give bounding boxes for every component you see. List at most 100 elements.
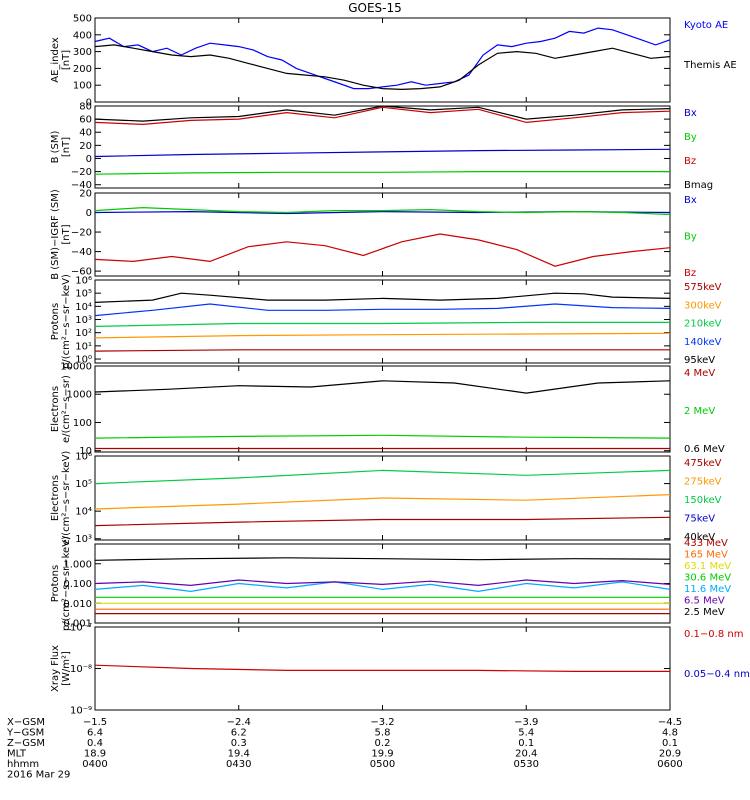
legend-entry: Themis AE <box>683 60 737 71</box>
ephemeris-value: −2.4 <box>227 717 251 728</box>
y-axis-label: [nT] <box>61 50 72 70</box>
panel-frame <box>94 17 671 103</box>
panel-1: 0 100 200 300 400 500 AE_index [nT] Kyoto AE Them… <box>50 14 737 109</box>
y-axis-label: Protons <box>50 303 61 340</box>
y-axis-label: Electrons <box>50 386 61 432</box>
y-tick-label: 10² <box>75 328 92 339</box>
y-tick-label: 10⁵ <box>75 479 92 490</box>
y-tick-label: 10⁵ <box>75 289 92 300</box>
y-axis-label: p/(cm²−s−sr−keV) <box>61 536 72 631</box>
series-line-300keV <box>94 332 671 339</box>
series-line-Bx <box>94 148 671 158</box>
y-tick-label: 10⁶ <box>75 276 92 287</box>
ephemeris-value: 6.2 <box>231 728 247 739</box>
y-tick-label: 10000 <box>60 362 92 373</box>
y-tick-label: 10³ <box>75 534 92 545</box>
series-line-6-5-MeV <box>94 579 671 587</box>
series-line-210keV <box>94 321 670 327</box>
ephemeris-row-label: hhmm <box>7 759 39 770</box>
ephemeris-value: 20.4 <box>515 749 537 760</box>
legend-entry: Bmag <box>684 180 713 191</box>
ephemeris-value: 19.4 <box>228 749 250 760</box>
legend-entry: 140keV <box>684 337 722 348</box>
y-axis-label: Electrons <box>50 475 61 521</box>
y-tick-label: 0.001 <box>63 619 92 630</box>
ephemeris-value: 19.9 <box>371 749 393 760</box>
legend-entry: 150keV <box>684 495 722 506</box>
legend-entry: By <box>684 232 697 243</box>
legend-entry: 75keV <box>684 514 715 525</box>
ephemeris-value: 20.9 <box>659 749 681 760</box>
ephemeris-value: −1.5 <box>83 717 107 728</box>
y-tick-label: 40 <box>79 128 92 139</box>
ephemeris-value: 5.8 <box>375 728 391 739</box>
legend-entry: 6.5 MeV <box>684 596 725 607</box>
y-tick-label: 0 <box>86 98 92 109</box>
series-line-140keV <box>94 303 671 317</box>
y-axis-label: AE_index <box>50 37 61 83</box>
y-tick-label: 1.000 <box>63 559 92 570</box>
y-axis-label: [nT] <box>61 137 72 157</box>
series-line-Bmag <box>94 105 671 122</box>
y-tick-label: 400 <box>73 30 92 41</box>
y-tick-label: 300 <box>73 47 92 58</box>
y-tick-label: 10⁻⁷ <box>70 623 92 634</box>
panel-2: −40 −20 0 20 40 60 80 B (SM) [nT] Bx By Bz Bmag <box>50 102 713 192</box>
y-axis-label: e/(cm²−s−sr−keV) <box>61 451 72 546</box>
y-tick-label: −40 <box>71 180 92 191</box>
series-line-575keV <box>94 349 670 352</box>
legend-entry: Bz <box>684 268 696 279</box>
series-line-2-5-MeV <box>94 557 671 561</box>
legend-entry: Bx <box>684 108 697 119</box>
y-tick-label: −20 <box>71 167 92 178</box>
ephemeris-value: 0600 <box>657 759 682 770</box>
y-tick-label: 10⁶ <box>75 452 92 463</box>
ephemeris-value: 0.3 <box>231 738 247 749</box>
series-line-By <box>94 206 671 216</box>
ephemeris-value: −3.9 <box>514 717 538 728</box>
ephemeris-row-label: X−GSM <box>7 717 45 728</box>
y-axis-label: B (SM) <box>50 130 61 163</box>
series-line-0-6-MeV <box>94 380 671 394</box>
y-tick-label: 0 <box>86 154 92 165</box>
date-label: 2016 Mar 29 <box>7 770 70 781</box>
panel-4: 10⁰ 10¹ 10² 10³ 10⁴ 10⁵ 10⁶ Protons p/(cm²−s−sr−… <box>50 274 722 369</box>
y-tick-label: 10 <box>79 446 92 457</box>
y-tick-label: 0.010 <box>63 599 92 610</box>
series-line-150keV <box>94 469 671 485</box>
legend-entry: 11.6 MeV <box>684 584 731 595</box>
ephemeris-value: 4.8 <box>662 728 678 739</box>
series-line-275keV <box>94 494 671 510</box>
legend-entry: 4 MeV <box>684 368 715 379</box>
legend-entry: 30.6 MeV <box>684 573 731 584</box>
panel-8: 10⁻⁹ 10⁻⁸ 10⁻⁷ Xray Flux [W/m²] 0.1−0.8 nm 0.0… <box>50 623 750 717</box>
ephemeris-value: 0.2 <box>375 738 391 749</box>
legend-entry: 63.1 MeV <box>684 561 731 572</box>
series-line-Kyoto-AE <box>94 27 671 90</box>
legend-entry: 95keV <box>684 355 715 366</box>
ephemeris-row-label: MLT <box>7 749 27 760</box>
y-tick-label: −20 <box>71 228 92 239</box>
y-tick-label: 0 <box>86 208 92 219</box>
y-tick-label: 10⁰ <box>75 355 92 366</box>
legend-entry: 165 MeV <box>684 550 728 561</box>
ephemeris-value: 0.1 <box>662 738 678 749</box>
y-tick-label: 0.100 <box>63 579 92 590</box>
series-line-95keV <box>94 292 671 303</box>
legend-entry: By <box>684 132 697 143</box>
legend-entry: 475keV <box>684 458 722 469</box>
legend-entry: 0.6 MeV <box>684 444 725 455</box>
ephemeris-row-label: Y−GSM <box>6 728 44 739</box>
legend-entry: 300keV <box>684 300 722 311</box>
y-tick-label: 100 <box>73 81 92 92</box>
series-line-Bz <box>94 233 671 267</box>
legend-entry: 0.05−0.4 nm <box>684 669 750 680</box>
y-tick-label: −60 <box>71 267 92 278</box>
ephemeris-value: 0.1 <box>518 738 534 749</box>
ephemeris-row-label: Z−GSM <box>7 738 45 749</box>
y-axis-label: [W/m²] <box>61 651 72 686</box>
y-axis-label: [nT] <box>61 224 72 244</box>
y-tick-label: 10⁴ <box>75 507 92 518</box>
